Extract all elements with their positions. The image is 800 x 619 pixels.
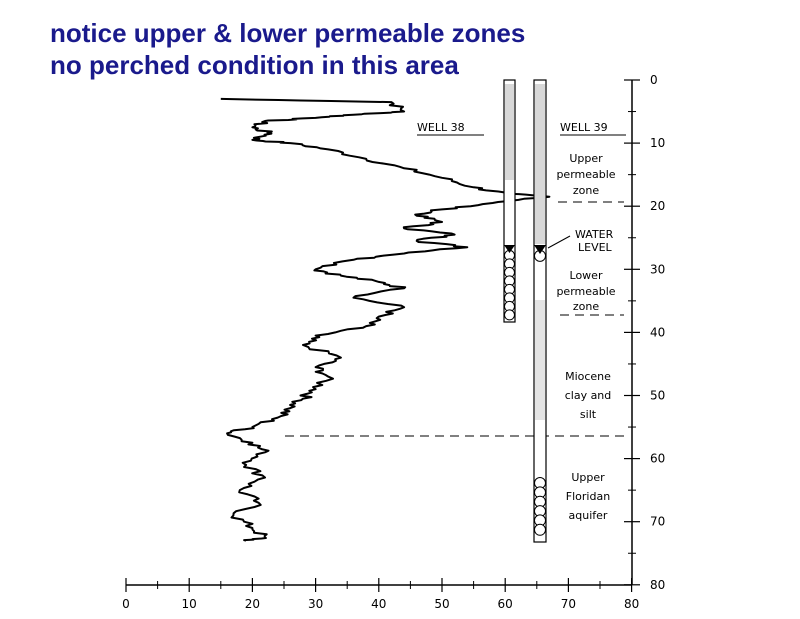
x-tick-label: 80 bbox=[624, 597, 639, 611]
miocene-zone-label: Miocene clay and silt bbox=[565, 370, 612, 421]
depth-tick-label: 20 bbox=[650, 199, 665, 213]
well-39-gravel-pack-lower bbox=[535, 300, 545, 420]
x-tick-label: 70 bbox=[561, 597, 576, 611]
heading-line-1: notice upper & lower permeable zones bbox=[50, 18, 526, 48]
depth-tick-label: 70 bbox=[650, 515, 665, 529]
zone-text: Upper bbox=[571, 471, 605, 484]
depth-tick-label: 50 bbox=[650, 389, 665, 403]
zone-text: aquifer bbox=[569, 509, 608, 522]
well-38-gravel-pack bbox=[505, 84, 514, 180]
well-39-water-level-marker bbox=[534, 245, 546, 254]
depth-tick-label: 40 bbox=[650, 325, 665, 339]
x-tick-label: 20 bbox=[245, 597, 260, 611]
x-tick-label: 60 bbox=[498, 597, 513, 611]
water-level-leader bbox=[547, 235, 571, 249]
zone-text: zone bbox=[573, 300, 599, 313]
water-level-label-1: WATER bbox=[575, 228, 614, 241]
water-level-label-2: LEVEL bbox=[578, 241, 613, 254]
zone-text: zone bbox=[573, 184, 599, 197]
depth-axis-ticks: 0 10 20 30 40 50 60 70 80 bbox=[624, 73, 665, 592]
zone-text: Upper bbox=[569, 152, 603, 165]
depth-tick-label: 0 bbox=[650, 73, 658, 87]
well-38-label: WELL 38 bbox=[417, 121, 465, 134]
well-39-gravel-pack-upper bbox=[535, 84, 545, 244]
well-39 bbox=[533, 79, 547, 543]
x-tick-label: 30 bbox=[308, 597, 323, 611]
depth-tick-label: 80 bbox=[650, 578, 665, 592]
x-tick-label: 40 bbox=[371, 597, 386, 611]
screen-slot bbox=[504, 309, 515, 321]
x-tick-label: 10 bbox=[182, 597, 197, 611]
zone-text: clay and bbox=[565, 389, 612, 402]
well-38-screen bbox=[504, 249, 515, 321]
zone-text: Floridan bbox=[566, 490, 610, 503]
floridan-aquifer-label: Upper Floridan aquifer bbox=[566, 471, 610, 522]
depth-tick-label: 10 bbox=[650, 136, 665, 150]
zone-text: permeable bbox=[556, 285, 615, 298]
zone-text: silt bbox=[580, 408, 597, 421]
depth-tick-label: 30 bbox=[650, 262, 665, 276]
x-tick-label: 50 bbox=[434, 597, 449, 611]
resistivity-log-trace bbox=[220, 97, 551, 542]
zone-text: permeable bbox=[556, 168, 615, 181]
well-38 bbox=[503, 79, 516, 323]
zone-text: Miocene bbox=[565, 370, 611, 383]
upper-permeable-zone-label: Upper permeable zone bbox=[556, 152, 615, 197]
well-39-label: WELL 39 bbox=[560, 121, 608, 134]
well-38-casing bbox=[503, 79, 516, 323]
heading-line-2: no perched condition in this area bbox=[50, 50, 459, 80]
depth-tick-label: 60 bbox=[650, 452, 665, 466]
zone-text: Lower bbox=[570, 269, 603, 282]
well-38-water-level-marker bbox=[504, 245, 515, 253]
screen-slot bbox=[534, 523, 546, 536]
x-axis-ticks: 0 10 20 30 40 50 60 70 80 bbox=[122, 578, 639, 611]
lower-permeable-zone-label: Lower permeable zone bbox=[556, 269, 615, 313]
well-39-screen-upper bbox=[534, 477, 546, 536]
x-tick-label: 0 bbox=[122, 597, 130, 611]
